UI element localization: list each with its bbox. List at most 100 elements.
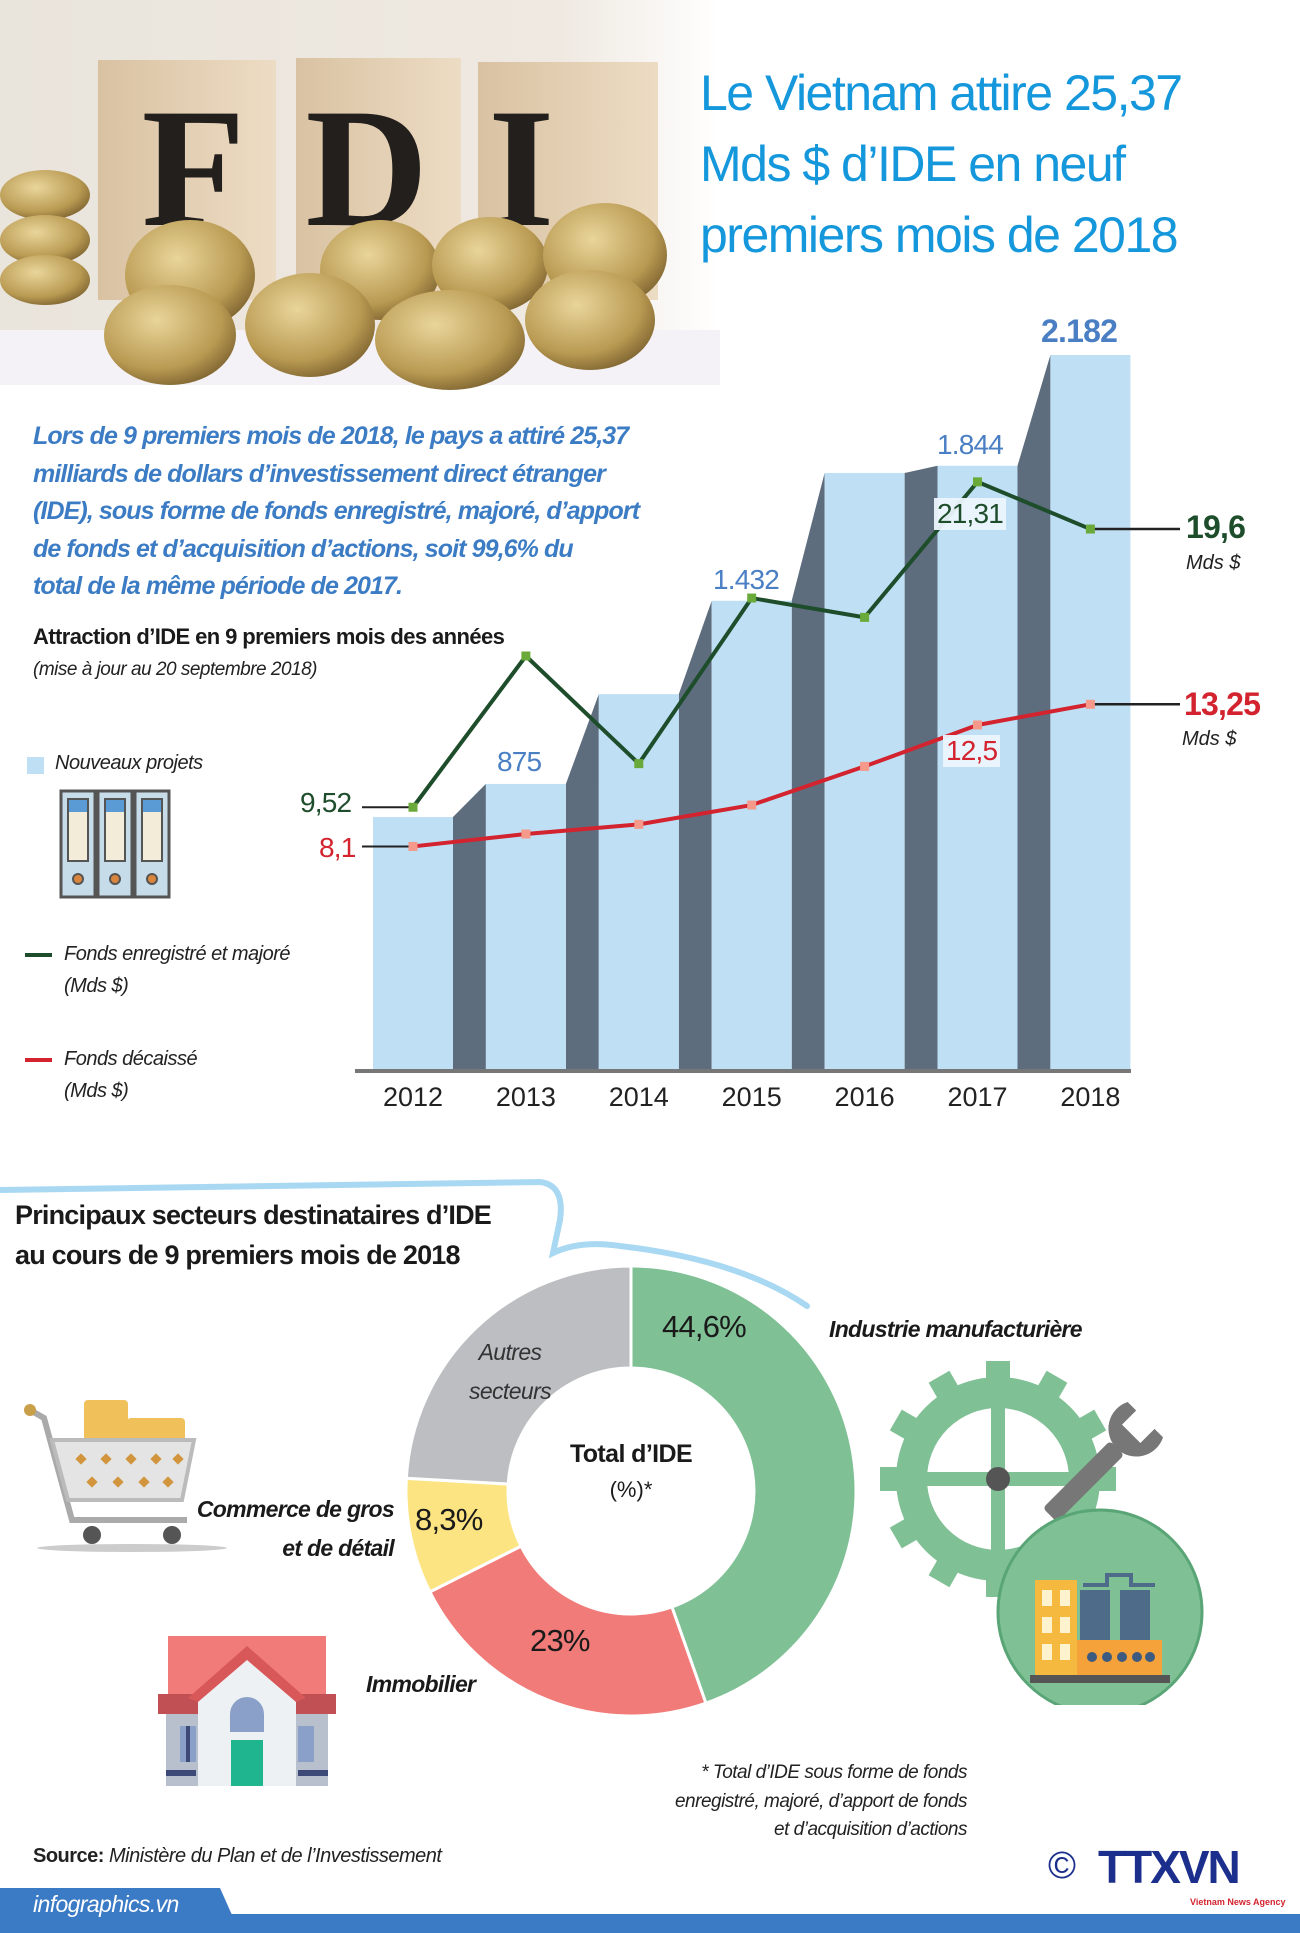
section-divider-curve (0, 1178, 810, 1309)
registered-label-2012: 9,52 (300, 787, 352, 818)
slice-real-estate (427, 1544, 708, 1718)
bar-2012 (373, 817, 453, 1070)
disbursed-point-2017 (973, 720, 982, 730)
slice-manufacturing (629, 1264, 858, 1706)
registered-point-2017 (973, 477, 982, 487)
legend-registered-label: Fonds enregistré et majoré (64, 943, 291, 965)
slice-label-manufacturing: 44,6% (662, 1309, 747, 1344)
chart-subtitle: (mise à jour au 20 septembre 2018) (33, 659, 318, 680)
bar-shadow (791, 472, 825, 1070)
disbursed-point-2013 (521, 829, 531, 839)
house-icon (158, 1636, 336, 1786)
category-real-estate: Immobilier (366, 1671, 476, 1697)
registered-point-2015 (747, 593, 757, 603)
ttxvn-logo-subtitle: Vietnam News Agency (1190, 1897, 1286, 1907)
bar-label-2018: 2.182 (1041, 313, 1118, 349)
disbursed-label-2012: 8,1 (319, 832, 356, 863)
center-subtitle: (%)* (609, 1477, 653, 1502)
registered-label-2018: 19,6 (1186, 509, 1246, 545)
bar-label-2013: 875 (497, 746, 542, 777)
section2-title-line2: au cours de 9 premiers mois de 2018 (15, 1240, 461, 1270)
slice-others (404, 1264, 633, 1486)
slice-label-others: Autres secteurs (450, 1333, 570, 1411)
disbursed-label-2018: 13,25 (1184, 686, 1261, 722)
title-line: Mds $ d’IDE en neuf (700, 136, 1126, 192)
legend-bar-swatch (27, 757, 44, 774)
year-tick-2018: 2018 (1060, 1082, 1120, 1112)
footnote-line: enregistré, majoré, d’apport de fonds (674, 1791, 968, 1812)
footer-strip (230, 1914, 1300, 1933)
legend-bar-label: Nouveaux projets (55, 752, 203, 774)
source-text: Ministère du Plan et de l’Investissement (103, 1845, 442, 1867)
bar-shadow (678, 600, 712, 1070)
bar-2016 (824, 472, 905, 1070)
registered-point-2013 (521, 651, 531, 661)
bar-label-2017: 1.844 (937, 429, 1004, 460)
disbursed-unit-2018: Mds $ (1182, 728, 1237, 750)
year-tick-2012: 2012 (383, 1082, 443, 1112)
footnote-line: * Total d’IDE sous forme de fonds (701, 1762, 967, 1783)
registered-label-2017: 21,31 (934, 498, 1007, 530)
year-tick-2016: 2016 (835, 1082, 895, 1112)
fdi-coins-photo: FDI (0, 0, 720, 390)
industry-gear-icon (880, 1361, 1204, 1705)
bar-shadow (1017, 355, 1051, 1070)
registered-point-2016 (860, 612, 870, 622)
donut-center-label: Total d’IDE (%)* (531, 1440, 731, 1503)
footer-tab (0, 1888, 240, 1933)
legend-disbursed-unit: (Mds $) (64, 1080, 129, 1102)
page-title: Le Vietnam attire 25,37 Mds $ d’IDE en n… (700, 58, 1290, 271)
slice-label-commerce: 8,3% (415, 1502, 483, 1537)
center-title: Total d’IDE (569, 1440, 693, 1468)
legend-disbursed-label: Fonds décaissé (64, 1048, 198, 1070)
legend-disbursed-swatch (25, 1058, 52, 1062)
bar-2017 (937, 465, 1018, 1070)
intro-paragraph: Lors de 9 premiers mois de 2018, le pays… (33, 418, 793, 606)
bar-shadow (904, 465, 938, 1070)
intro-line: total de la même période de 2017. (33, 572, 403, 601)
year-tick-2015: 2015 (722, 1082, 782, 1112)
others-label-line: Autres (478, 1339, 542, 1365)
title-line: Le Vietnam attire 25,37 (700, 65, 1183, 121)
registered-point-2014 (634, 759, 644, 769)
intro-line: de fonds et d’acquisition d’actions, soi… (33, 534, 574, 563)
binders-icon (59, 789, 171, 899)
bar-2018 (1050, 355, 1131, 1070)
registered-unit-2018: Mds $ (1186, 552, 1241, 574)
bar-2014 (598, 694, 679, 1070)
disbursed-point-2018 (1085, 699, 1095, 709)
copyright-symbol: © (1048, 1845, 1076, 1887)
bar-2015 (711, 600, 792, 1070)
category-commerce-1: Commerce de gros (196, 1496, 395, 1522)
disbursed-point-2012 (408, 841, 418, 851)
bar-shadow (565, 694, 599, 1070)
disbursed-point-2015 (747, 800, 757, 810)
legend-registered-unit: (Mds $) (64, 975, 129, 997)
others-label-line: secteurs (468, 1378, 552, 1404)
legend-registered-swatch (25, 953, 52, 957)
category-commerce-2: et de détail (282, 1535, 394, 1561)
disbursed-point-2016 (860, 761, 870, 771)
source-note: Source: Ministère du Plan et de l’Invest… (33, 1845, 442, 1868)
bar-shadow (453, 783, 486, 1070)
year-tick-2017: 2017 (947, 1082, 1007, 1112)
category-manufacturing: Industrie manufacturière (829, 1316, 1083, 1342)
bar-label-2015: 1.432 (713, 564, 780, 595)
section2-title-line1: Principaux secteurs destinataires d’IDE (15, 1200, 492, 1230)
intro-line: milliards de dollars d’investissement di… (33, 459, 606, 488)
slice-label-real-estate: 23% (530, 1623, 590, 1658)
registered-point-2012 (408, 802, 418, 812)
chart-title: Attraction d’IDE en 9 premiers mois des … (33, 624, 505, 649)
ttxvn-logo: TTXVN (1098, 1841, 1241, 1893)
registered-point-2018 (1085, 524, 1095, 534)
year-tick-2013: 2013 (496, 1082, 556, 1112)
source-label: Source: (33, 1845, 104, 1867)
shopping-cart-icon (24, 1400, 227, 1552)
intro-line: (IDE), sous forme de fonds enregistré, m… (33, 497, 640, 526)
footnote-line: et d’acquisition d’actions (774, 1819, 967, 1840)
site-link[interactable]: infographics.vn (33, 1891, 179, 1917)
disbursed-point-2014 (634, 819, 644, 829)
intro-line: Lors de 9 premiers mois de 2018, le pays… (33, 422, 629, 450)
